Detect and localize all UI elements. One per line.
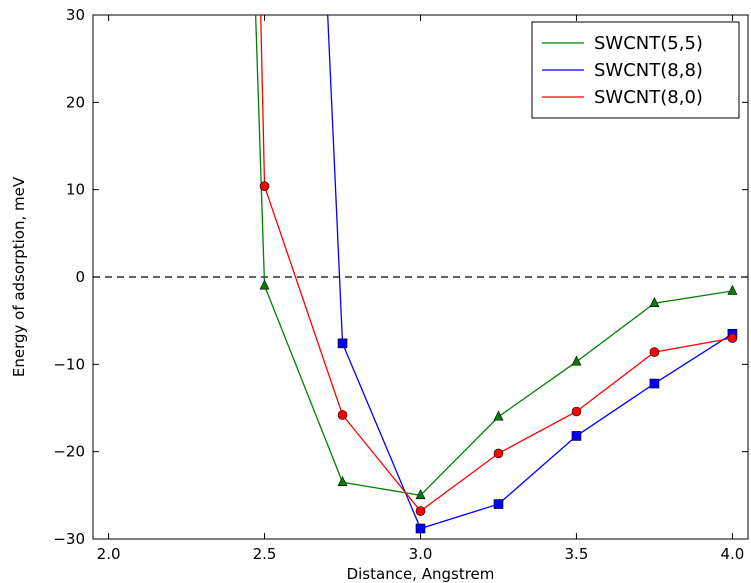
data-point-swcnt-5-5	[727, 284, 738, 295]
data-point-swcnt-8-0	[727, 333, 738, 343]
legend-label-swcnt-8-8: SWCNT(8,8)	[594, 60, 703, 81]
data-point-swcnt-8-0	[649, 347, 660, 357]
x-tick-label: 4.0	[720, 545, 744, 563]
x-tick-label: 3.0	[409, 545, 433, 563]
data-point-swcnt-8-8	[649, 378, 660, 389]
x-tick-label: 2.5	[253, 545, 277, 563]
data-point-swcnt-5-5	[337, 476, 348, 487]
legend-label-swcnt-5-5: SWCNT(5,5)	[594, 33, 703, 54]
data-point-swcnt-8-0	[415, 506, 426, 516]
y-tick-label: 30	[66, 6, 85, 24]
data-point-swcnt-8-0	[337, 410, 348, 420]
data-point-swcnt-8-0	[493, 448, 504, 459]
data-point-swcnt-8-8	[415, 523, 426, 534]
data-point-swcnt-5-5	[493, 410, 504, 421]
data-point-swcnt-5-5	[649, 297, 660, 308]
data-point-swcnt-8-8	[493, 499, 504, 509]
legend-label-swcnt-8-0: SWCNT(8,0)	[594, 87, 703, 108]
data-point-swcnt-5-5	[571, 355, 582, 366]
y-tick-label: 0	[75, 268, 85, 286]
y-tick-label: −30	[53, 530, 85, 548]
series-line-swcnt-5-5	[254, 15, 733, 497]
data-point-swcnt-8-8	[337, 338, 348, 349]
x-tick-label: 3.5	[565, 545, 589, 563]
data-point-swcnt-8-0	[571, 406, 582, 417]
x-axis-title: Distance, Angstrem	[347, 565, 495, 583]
data-point-swcnt-8-0	[259, 181, 270, 191]
data-point-swcnt-8-8	[571, 431, 582, 441]
x-tick-label: 2.0	[97, 545, 121, 563]
data-point-swcnt-5-5	[415, 489, 426, 500]
y-tick-label: −20	[53, 443, 85, 461]
y-tick-label: 10	[66, 181, 85, 199]
y-tick-label: −10	[53, 355, 85, 373]
data-point-swcnt-5-5	[259, 279, 270, 290]
y-axis-title: Energy of adsorption, meV	[10, 176, 28, 377]
y-tick-label: 20	[66, 93, 85, 111]
series-line-swcnt-8-0	[260, 15, 733, 512]
